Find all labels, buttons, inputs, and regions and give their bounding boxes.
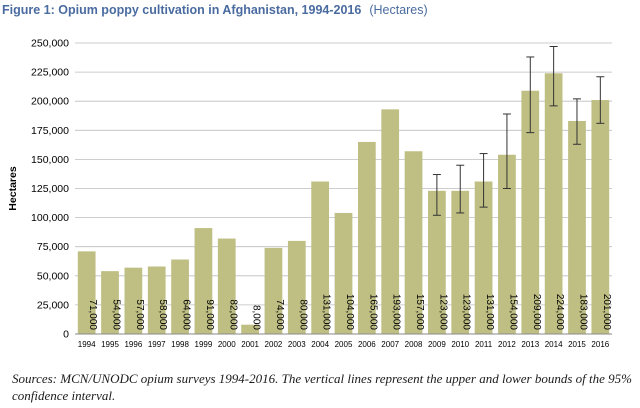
data-label-1996: 57,000 [134,299,145,330]
x-tick-label: 2003 [288,340,306,349]
error-bar-2012 [502,113,511,189]
data-label-1999: 91,000 [204,299,215,330]
bar-2001 [241,324,259,334]
data-label-2009: 123,000 [437,294,448,331]
x-axis-ticks: 1994 1995 1996 1997 1998 1999 2000 2001 2002 2003… [78,340,610,349]
data-label-2015: 183,000 [577,294,588,331]
chart-title-main: Figure 1: Opium poppy cultivation in Afg… [2,3,361,17]
x-tick-label: 2013 [521,340,539,349]
x-tick-label: 2004 [311,340,329,349]
data-label-2011: 131,000 [484,294,495,331]
data-label-2003: 80,000 [297,299,308,330]
bar-1999 [194,228,213,334]
x-tick-label: 2016 [591,340,609,349]
data-label-2006: 165,000 [367,294,378,331]
bar-2004 [311,181,330,334]
data-label-2005: 104,000 [344,294,355,331]
bar-2014 [544,73,563,334]
bar-2013 [521,90,540,334]
data-label-2012: 154,000 [507,294,518,331]
x-tick-label: 1998 [171,340,189,349]
y-tick-label: 150,000 [31,154,69,166]
error-bar-2014 [549,45,558,107]
data-label-2008: 157,000 [414,294,425,331]
bar-2006 [357,141,376,334]
y-tick-label: 250,000 [31,38,69,50]
figure-caption: Sources: MCN/UNODC opium surveys 1994-20… [12,371,632,403]
x-tick-label: 2009 [428,340,446,349]
error-bar-2010 [456,164,465,214]
y-tick-label: 100,000 [31,212,69,224]
x-tick-label: 2008 [405,340,423,349]
y-tick-label: 0 [63,329,69,341]
data-label-2010: 123,000 [461,294,472,331]
x-tick-label: 1994 [78,340,96,349]
y-tick-label: 25,000 [37,299,69,311]
bar-2016 [591,100,610,334]
data-label-2016: 201,000 [601,294,612,331]
bar-1995 [101,271,119,334]
bar-1994 [77,251,96,334]
y-tick-label: 125,000 [31,183,69,195]
error-bar-2013 [526,56,535,134]
data-label-2001: 8,000 [251,305,262,330]
error-bar-2015 [572,98,581,145]
x-tick-label: 2010 [451,340,469,349]
chart-title-unit: (Hectares) [369,3,427,17]
bar-1996 [124,267,143,334]
bar-2015 [568,120,586,334]
x-tick-label: 1997 [148,340,166,349]
bar-1997 [147,266,166,334]
data-label-2007: 193,000 [391,294,402,331]
data-label-1998: 64,000 [181,299,192,330]
data-label-2002: 74,000 [274,299,285,330]
data-label-1995: 54,000 [111,299,122,330]
bar-2012 [498,154,516,334]
y-tick-label: 200,000 [31,96,69,108]
y-tick-label: 225,000 [31,67,69,79]
x-tick-label: 2015 [568,340,586,349]
data-label-2000: 82,000 [227,299,238,330]
y-tick-label: 75,000 [37,241,69,253]
bar-2005 [334,212,353,334]
chart-title: Figure 1: Opium poppy cultivation in Afg… [2,1,428,18]
bar-2010 [451,190,470,334]
x-tick-label: 2011 [475,340,493,349]
x-tick-label: 1996 [124,340,142,349]
x-tick-label: 2005 [335,340,353,349]
x-tick-label: 1999 [195,340,213,349]
y-tick-label: 50,000 [37,270,69,282]
error-bar-2009 [432,174,441,216]
data-label-1994: 71,000 [87,299,98,330]
bar-2011 [474,181,493,334]
bar-1998 [171,259,189,334]
bar-2009 [428,190,446,334]
y-axis-ticks: 0 25,000 50,000 75,000 100,000 125,000 150,000… [31,38,69,341]
x-tick-label: 1995 [101,340,119,349]
error-bar-2011 [479,153,488,208]
x-tick-label: 2002 [265,340,283,349]
opium-cultivation-chart: Figure 1: Opium poppy cultivation in Afg… [2,1,612,349]
x-tick-label: 2006 [358,340,376,349]
bar-2000 [217,238,236,334]
data-label-2014: 224,000 [554,294,565,331]
error-bars [432,45,605,216]
x-tick-label: 2012 [498,340,516,349]
data-label-2004: 131,000 [321,294,332,331]
bar-2008 [404,151,423,334]
data-label-1997: 58,000 [157,299,168,330]
data-label-2013: 209,000 [531,294,542,331]
x-tick-label: 2007 [381,340,399,349]
bar-2003 [287,240,306,334]
y-axis-label: Hectares [7,166,19,211]
x-tick-label: 2014 [545,340,563,349]
x-tick-label: 2000 [218,340,236,349]
bars: 71,000 54,000 57,000 58,000 64,000 91,000 82,0… [77,73,612,335]
x-tick-label: 2001 [241,340,259,349]
error-bar-2016 [596,76,605,124]
bar-2007 [381,109,400,335]
y-tick-label: 175,000 [31,125,69,137]
bar-2002 [264,247,283,334]
